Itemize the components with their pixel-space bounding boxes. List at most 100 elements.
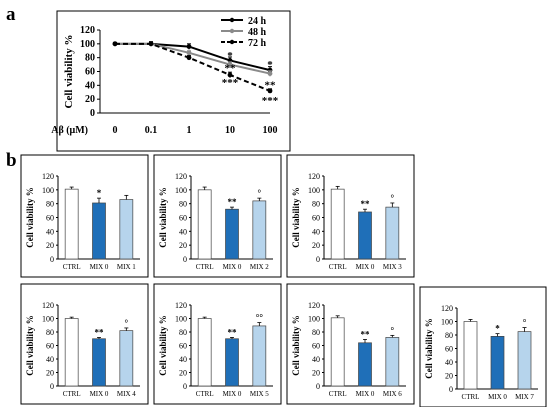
y-tick-label: 120 — [42, 172, 54, 181]
x-tick-label: MIX 0 — [356, 263, 375, 271]
significance-mark: ° — [523, 318, 527, 328]
y-tick-label: 80 — [46, 328, 54, 337]
bar-charts: 0 20 40 60 80 100 120 Cell viability % CTRL MIX 0… — [20, 154, 547, 407]
y-tick-label: 60 — [46, 214, 54, 223]
line-chart: 0 20 40 60 80 100 120 0 0.1 1 10 100 Aβ (μM) Cell via… — [51, 16, 279, 136]
significance-mark: * — [97, 188, 102, 198]
y-tick-label: 40 — [445, 358, 453, 367]
x-tick-label: MIX 6 — [383, 390, 402, 398]
bar — [64, 188, 79, 260]
y-tick-label: 60 — [312, 214, 320, 223]
significance-mark: ° — [391, 325, 395, 335]
y-axis-label: Cell viability % — [424, 318, 434, 379]
legend-label: 48 h — [248, 27, 267, 38]
x-tick-label: 0 — [113, 125, 118, 136]
y-tick-label: 40 — [46, 355, 54, 364]
bar-chart-panel: 0 20 40 60 80 100 120 Cell viability % CTRL MIX 0… — [286, 283, 415, 405]
bar — [358, 211, 372, 260]
y-tick-label: 20 — [445, 372, 453, 381]
y-tick-label: 20 — [46, 241, 54, 250]
y-tick-label: 20 — [312, 369, 320, 378]
y-tick-label: 0 — [90, 108, 95, 119]
y-tick-label: 100 — [175, 186, 187, 195]
x-tick-label: CTRL — [329, 390, 347, 398]
y-tick-label: 120 — [80, 25, 95, 36]
y-axis-label: Cell viability % — [25, 315, 35, 376]
legend-marker — [229, 39, 235, 45]
data-point — [227, 72, 233, 78]
bar — [358, 342, 372, 387]
y-tick-label: 20 — [46, 369, 54, 378]
bar-chart-panel: 0 20 40 60 80 100 120 Cell viability % CTRL MIX 0… — [153, 283, 282, 405]
y-tick-label: 80 — [85, 53, 95, 64]
bar — [385, 206, 400, 260]
y-axis-label: Cell viability % — [158, 315, 168, 376]
bar — [119, 330, 134, 387]
y-tick-label: 0 — [316, 382, 320, 391]
y-tick-label: 100 — [308, 315, 320, 324]
y-tick-label: 80 — [46, 200, 54, 209]
bar — [490, 336, 505, 390]
y-axis-label: Cell viability % — [63, 35, 75, 109]
y-tick-label: 60 — [312, 342, 320, 351]
y-axis-label: Cell viability % — [158, 187, 168, 248]
bar — [92, 338, 106, 387]
bar-panel-frame — [286, 154, 415, 278]
x-tick-label: CTRL — [462, 393, 480, 401]
y-axis-label: Cell viability % — [25, 187, 35, 248]
y-tick-label: 80 — [179, 200, 187, 209]
significance-mark: ** — [265, 80, 277, 92]
bar-panel-frame — [153, 154, 282, 278]
series-line-0 — [115, 42, 271, 72]
y-tick-label: 120 — [175, 301, 187, 310]
bar-chart-panel: 0 20 40 60 80 100 120 Cell viability % CTRL MIX 0… — [153, 154, 282, 278]
data-point — [186, 44, 192, 49]
y-tick-label: 40 — [85, 80, 95, 91]
significance-mark: *** — [222, 77, 239, 89]
y-tick-label: 40 — [312, 355, 320, 364]
bar — [92, 202, 106, 260]
y-tick-label: 80 — [312, 328, 320, 337]
panel-label-a: a — [6, 4, 16, 25]
bar — [225, 208, 239, 260]
bar-chart-panel: 0 20 40 60 80 100 120 Cell viability % CTRL MIX 0… — [20, 283, 149, 405]
y-tick-label: 0 — [449, 385, 453, 394]
legend-label: 72 h — [248, 38, 267, 49]
y-tick-label: 80 — [445, 331, 453, 340]
data-point — [186, 55, 192, 61]
data-point — [267, 88, 273, 94]
y-tick-label: 40 — [179, 227, 187, 236]
significance-mark: ** — [228, 327, 238, 337]
x-tick-label: 1 — [187, 125, 192, 136]
bar-chart-panel: 0 20 40 60 80 100 120 Cell viability % CTRL MIX 0… — [286, 154, 415, 278]
y-tick-label: 20 — [179, 369, 187, 378]
y-tick-label: 100 — [308, 186, 320, 195]
y-tick-label: 60 — [85, 67, 95, 78]
y-tick-label: 80 — [179, 328, 187, 337]
y-tick-label: 40 — [179, 355, 187, 364]
y-tick-label: 0 — [50, 255, 54, 264]
bar-chart-panel: 0 20 40 60 80 100 120 Cell viability % CTRL MIX 0… — [20, 154, 149, 278]
significance-mark: * — [495, 324, 500, 334]
y-tick-label: 120 — [42, 301, 54, 310]
bar — [330, 188, 345, 260]
data-point — [112, 41, 118, 47]
significance-mark: ** — [95, 327, 105, 337]
x-tick-label: MIX 0 — [90, 390, 109, 398]
data-point — [267, 71, 273, 76]
significance-mark: * — [267, 59, 273, 71]
y-tick-label: 60 — [445, 345, 453, 354]
y-tick-label: 100 — [80, 39, 95, 50]
bar-chart-panel: 0 20 40 60 80 100 120 Cell viability % CTRL MIX 0… — [419, 286, 547, 407]
x-tick-label: MIX 3 — [383, 263, 402, 271]
bar — [517, 331, 532, 390]
y-axis-label: Cell viability % — [291, 315, 301, 376]
y-tick-label: 20 — [312, 241, 320, 250]
x-tick-label: CTRL — [329, 263, 347, 271]
x-tick-label: MIX 1 — [117, 263, 136, 271]
data-point — [148, 41, 154, 47]
bar-panel-frame — [286, 283, 415, 405]
x-tick-label: CTRL — [63, 263, 81, 271]
panel-a-frame — [56, 10, 291, 152]
